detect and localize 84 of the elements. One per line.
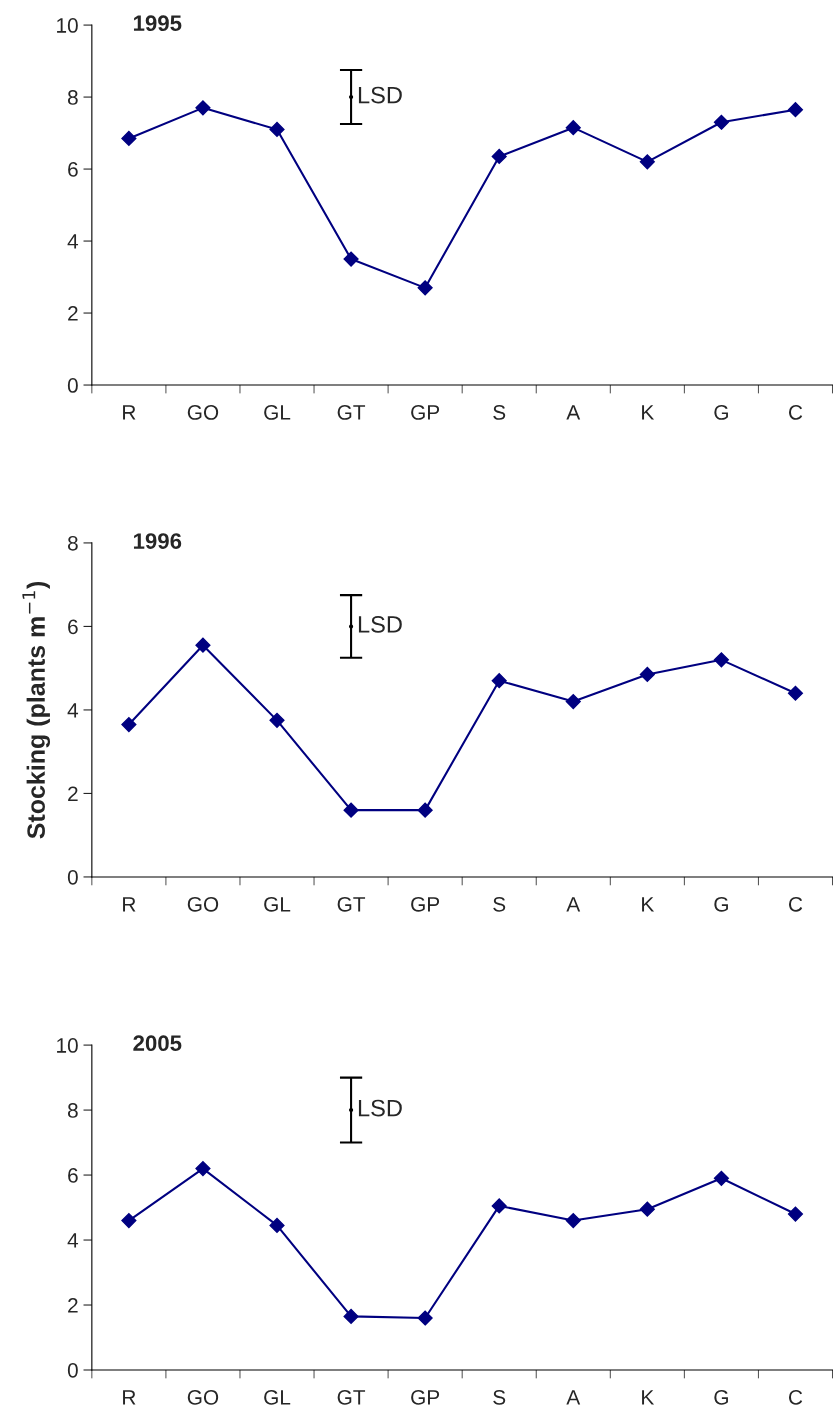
point	[491, 148, 507, 165]
y-tick-label: 2	[68, 306, 78, 321]
point	[491, 1198, 507, 1214]
x-tick-label: C	[789, 1389, 803, 1405]
x-tick-label: R	[123, 897, 136, 912]
point	[565, 694, 581, 710]
point	[269, 121, 285, 138]
x-tick-label: GO	[187, 1389, 219, 1405]
y-tick-label: 8	[67, 1103, 78, 1118]
annotation: LSD	[358, 1099, 402, 1117]
y-tick-label: 6	[68, 619, 78, 635]
x-tick-label: A	[566, 897, 581, 912]
x-tick-label: R	[123, 405, 136, 420]
point	[639, 154, 655, 170]
x-tick-label: K	[642, 405, 655, 420]
point	[713, 114, 729, 130]
y-tick-label: 6	[68, 1168, 78, 1183]
x-tick-label: G	[714, 405, 728, 420]
x-tick-label: A	[566, 405, 581, 420]
x-tick-label: GT	[337, 405, 366, 420]
point	[639, 666, 655, 683]
point	[269, 712, 285, 728]
x-tick-label: G	[714, 1389, 728, 1405]
x-tick-label: S	[493, 1389, 506, 1405]
x-tick-label: K	[642, 897, 655, 912]
point	[787, 685, 804, 701]
point	[269, 1217, 285, 1233]
point	[121, 716, 137, 733]
point	[491, 673, 507, 689]
x-tick-label: S	[493, 405, 506, 420]
x-tick-label: A	[566, 1390, 581, 1405]
x-tick-label: S	[493, 896, 506, 912]
annotation: LSD	[358, 86, 402, 104]
point	[787, 1206, 804, 1222]
y-tick-label: 8	[67, 90, 78, 105]
x-tick-label: C	[789, 896, 803, 912]
y-tick-label: 0	[67, 378, 78, 393]
y-tick-label: 2	[68, 1298, 78, 1313]
point	[343, 802, 359, 818]
point	[343, 1308, 359, 1324]
y-tick-label: 2	[68, 786, 78, 801]
point	[195, 100, 211, 116]
x-tick-label: K	[642, 1390, 655, 1405]
x-tick-label: R	[123, 1390, 136, 1405]
y-tick-label: 4	[67, 703, 79, 718]
y-tick-label: 10	[57, 18, 78, 33]
chart-title: 1996	[133, 533, 182, 549]
point	[195, 1160, 211, 1177]
point	[565, 120, 581, 136]
point	[195, 637, 211, 653]
point	[121, 1212, 137, 1229]
y-tick-label: 0	[67, 869, 78, 885]
x-tick-label: GO	[187, 896, 219, 912]
x-tick-label: GO	[187, 405, 219, 420]
point	[417, 280, 433, 296]
x-tick-label: GL	[264, 896, 291, 912]
point	[343, 251, 359, 267]
x-tick-label: GP	[411, 896, 440, 912]
x-tick-label: GP	[411, 405, 440, 420]
y-tick-label: 4	[67, 1233, 79, 1248]
x-tick-label: C	[789, 405, 803, 420]
x-tick-label: GT	[337, 896, 366, 912]
y-tick-label: 10	[57, 1038, 78, 1053]
annotation: LSD	[358, 616, 402, 633]
x-tick-label: G	[714, 896, 728, 912]
y-tick-label: 6	[68, 162, 78, 177]
y-tick-label: 4	[67, 234, 79, 249]
y-axis-title: Stocking (plants m$^{−1}$)	[22, 581, 51, 839]
point	[713, 652, 729, 668]
point	[787, 102, 804, 118]
point	[713, 1170, 729, 1186]
x-tick-label: GT	[337, 1389, 366, 1405]
point	[639, 1201, 655, 1217]
point	[417, 1310, 433, 1326]
chart-title: 2005	[133, 1035, 182, 1052]
point	[417, 802, 433, 818]
point	[565, 1212, 581, 1229]
point	[121, 130, 137, 147]
y-tick-label: 0	[67, 1363, 78, 1378]
x-tick-label: GL	[264, 1389, 291, 1405]
chart-title: 1995	[133, 15, 182, 32]
y-tick-label: 8	[67, 535, 78, 551]
x-tick-label: GL	[264, 405, 291, 420]
x-tick-label: GP	[411, 1389, 440, 1405]
